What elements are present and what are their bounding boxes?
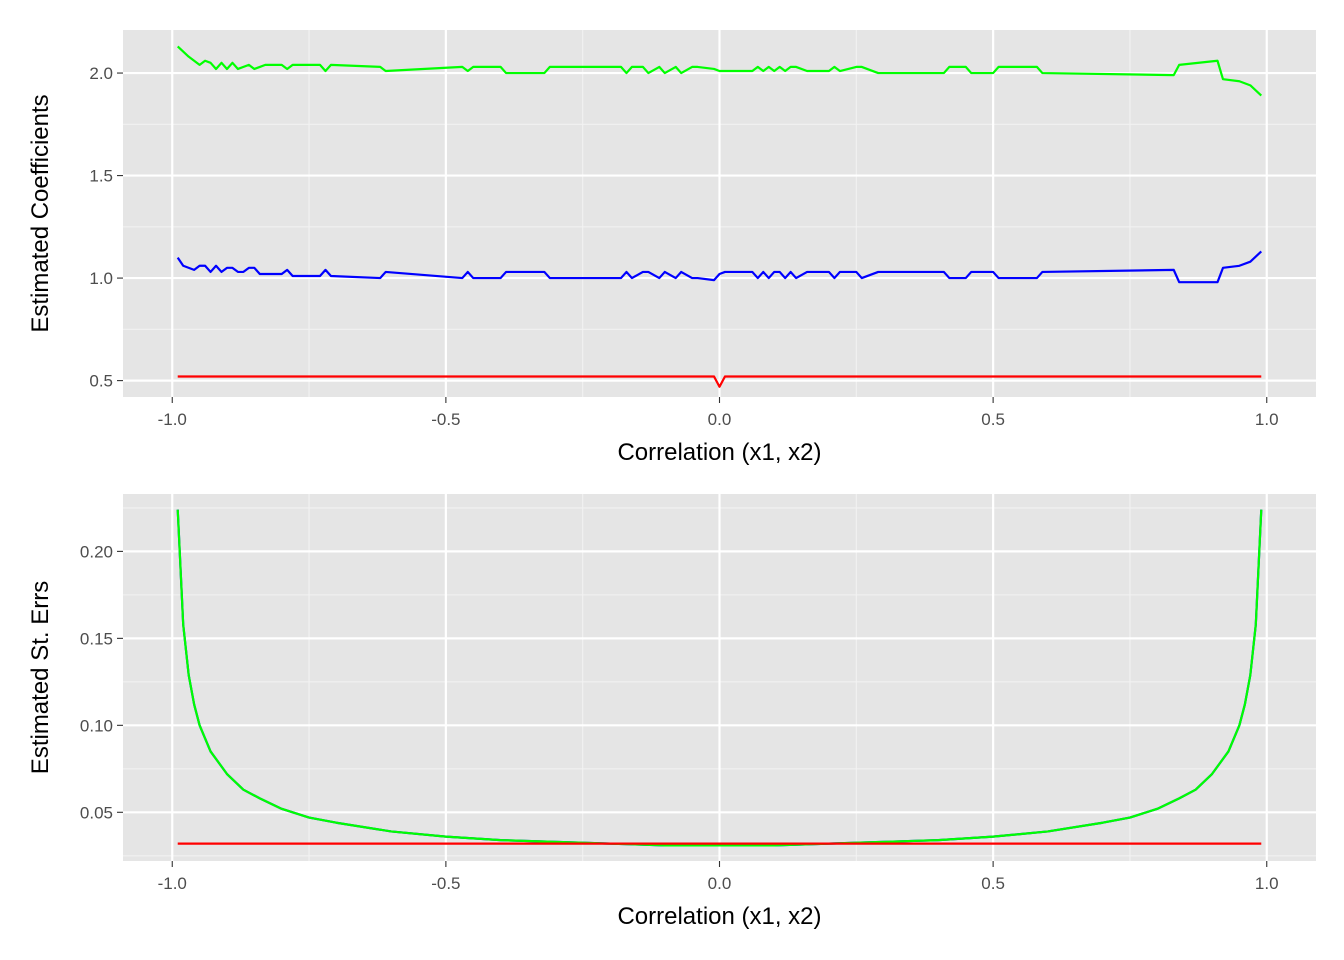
coefficients-x-axis: -1.0 -0.5 0.0 0.5 1.0 xyxy=(158,397,1279,429)
coefficients-y-tick-label: 1.5 xyxy=(89,167,113,186)
standard-errors-x-axis-title: Correlation (x1, x2) xyxy=(617,903,821,930)
coefficients-x-tick-label: 0.0 xyxy=(708,410,732,429)
coefficients-series-line-2 xyxy=(177,375,1262,388)
standard-errors-y-axis-title: Estimated St. Errs xyxy=(27,581,54,774)
coefficients-y-tick-label: 1.0 xyxy=(89,269,113,288)
standard-errors-x-axis: -1.0 -0.5 0.0 0.5 1.0 xyxy=(158,861,1279,893)
standard-errors-y-tick-label: 0.10 xyxy=(80,716,113,735)
standard-errors-x-tick-label: 0.0 xyxy=(708,874,732,893)
coefficients-x-axis-title: Correlation (x1, x2) xyxy=(617,439,821,466)
coefficients-y-axis: 0.5 1.0 1.5 2.0 xyxy=(89,64,123,391)
coefficients-gridlines xyxy=(123,30,1316,397)
coefficients-x-tick-label: -1.0 xyxy=(158,410,187,429)
coefficients-y-tick-label: 2.0 xyxy=(89,64,113,83)
standard-errors-x-tick-label: 1.0 xyxy=(1255,874,1279,893)
coefficients-chart: 0.5 1.0 1.5 2.0 -1.0 -0.5 0.0 0.5 1.0 Correlati… xyxy=(27,30,1316,466)
standard-errors-y-tick-label: 0.05 xyxy=(80,803,113,822)
standard-errors-x-tick-label: -1.0 xyxy=(158,874,187,893)
standard-errors-series xyxy=(176,509,1263,847)
coefficients-x-tick-label: 1.0 xyxy=(1255,410,1279,429)
standard-errors-series-line-1 xyxy=(176,509,1263,847)
coefficients-series-line-0 xyxy=(176,45,1263,97)
coefficients-x-tick-label: -0.5 xyxy=(431,410,460,429)
coefficients-series xyxy=(176,45,1263,388)
coefficients-series-line-1 xyxy=(176,250,1263,284)
standard-errors-x-tick-label: -0.5 xyxy=(431,874,460,893)
standard-errors-y-tick-label: 0.15 xyxy=(80,629,113,648)
coefficients-y-tick-label: 0.5 xyxy=(89,372,113,391)
standard-errors-chart: 0.05 0.10 0.15 0.20 -1.0 -0.5 0.0 0.5 1.0 Corre… xyxy=(27,494,1316,930)
standard-errors-gridlines xyxy=(123,494,1316,861)
standard-errors-y-axis: 0.05 0.10 0.15 0.20 xyxy=(80,542,123,822)
coefficients-x-tick-label: 0.5 xyxy=(981,410,1005,429)
coefficients-y-axis-title: Estimated Coefficients xyxy=(27,94,54,332)
standard-errors-x-tick-label: 0.5 xyxy=(981,874,1005,893)
standard-errors-y-tick-label: 0.20 xyxy=(80,542,113,561)
